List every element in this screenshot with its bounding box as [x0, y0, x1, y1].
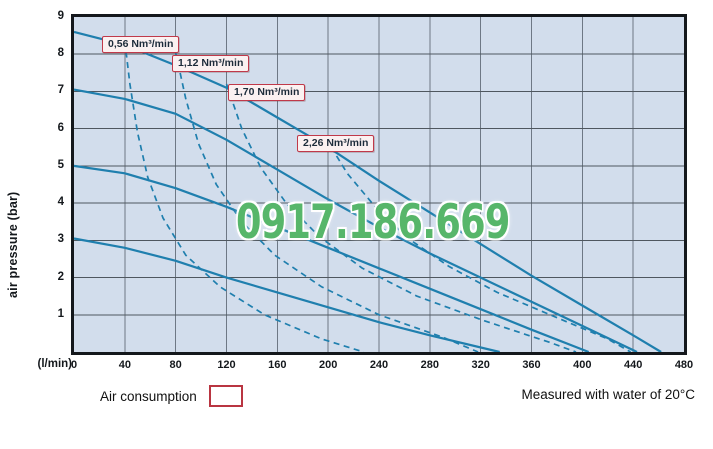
- pump-curve: [73, 164, 590, 354]
- y-tick-label: 8: [57, 47, 64, 60]
- x-tick-label: 320: [471, 359, 490, 371]
- air-consumption-legend: Air consumption: [100, 385, 243, 407]
- plot-border: [71, 14, 687, 355]
- y-tick-label: 4: [57, 196, 64, 209]
- x-tick-label: 120: [217, 359, 236, 371]
- x-tick-label: 160: [268, 359, 287, 371]
- curve-label-box: 2,26 Nm³/min: [297, 135, 375, 152]
- y-tick-label: 7: [57, 84, 64, 97]
- x-tick-label: 360: [522, 359, 541, 371]
- x-tick-label: 40: [118, 359, 131, 371]
- pump-curve: [73, 88, 638, 353]
- x-axis-unit-label: (l/min): [37, 358, 73, 370]
- air-consumption-curve: [225, 83, 577, 353]
- watermark-text: 0917.186.669: [236, 195, 510, 250]
- x-tick-label: 480: [674, 359, 694, 371]
- x-tick-label: 0: [70, 359, 78, 371]
- y-axis-title: air pressure (bar): [6, 191, 20, 299]
- x-tick-label: 280: [420, 359, 439, 371]
- measured-note: Measured with water of 20°C: [521, 387, 695, 402]
- air-consumption-curve: [123, 41, 365, 353]
- y-tick-label: 1: [57, 307, 64, 320]
- y-tick-label: 2: [57, 270, 64, 283]
- pump-curve: [73, 237, 500, 354]
- curve-label-box: 1,70 Nm³/min: [228, 84, 306, 101]
- x-tick-label: 80: [169, 359, 182, 371]
- x-tick-label: 400: [573, 359, 592, 371]
- air-consumption-legend-box: [208, 385, 243, 407]
- curve-label-box: 1,12 Nm³/min: [172, 55, 250, 72]
- air-consumption-curve: [324, 137, 632, 353]
- y-tick-label: 5: [57, 158, 64, 171]
- x-tick-label: 440: [623, 359, 643, 371]
- y-tick-label: 6: [57, 121, 64, 134]
- y-tick-label: 3: [57, 233, 64, 246]
- air-consumption-label: Air consumption: [100, 388, 197, 404]
- curve-label-box: 0,56 Nm³/min: [102, 36, 180, 53]
- y-tick-label: 9: [57, 10, 64, 22]
- x-tick-label: 200: [318, 359, 338, 371]
- x-tick-label: 240: [369, 359, 389, 371]
